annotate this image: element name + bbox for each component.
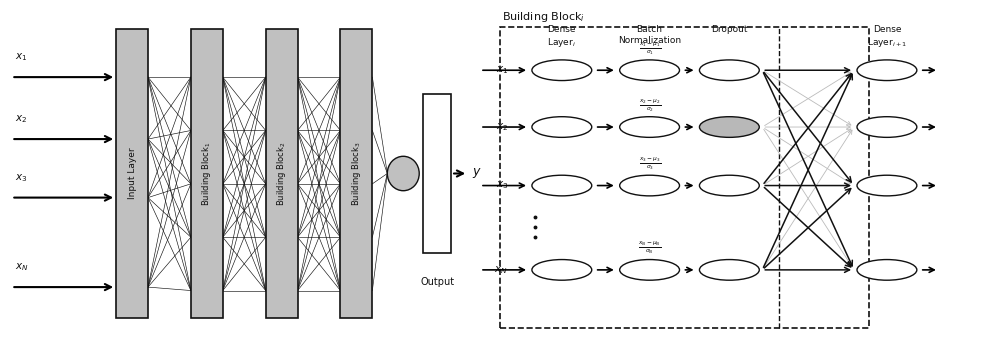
Ellipse shape [857,60,917,81]
Text: Dense
Layer$_i$: Dense Layer$_i$ [547,25,576,49]
Text: $x_1$: $x_1$ [496,64,508,76]
Text: Input Layer: Input Layer [128,148,137,199]
Text: Building Block$_2$: Building Block$_2$ [275,141,288,206]
Text: $x_N$: $x_N$ [15,262,29,273]
Text: Building Block$_i$: Building Block$_i$ [502,10,585,24]
Bar [500,27,869,328]
Text: Building Block$_1$: Building Block$_1$ [200,141,213,206]
Text: Output: Output [420,277,454,287]
Ellipse shape [620,175,680,196]
Text: $x_N$: $x_N$ [494,264,508,276]
Ellipse shape [699,260,759,280]
Text: Building Block$_3$: Building Block$_3$ [350,141,363,206]
Text: $x_3$: $x_3$ [15,172,28,184]
Text: $x_1$: $x_1$ [15,52,28,64]
Text: $\frac{x_1-\mu_1}{\sigma_1}$: $\frac{x_1-\mu_1}{\sigma_1}$ [639,41,661,57]
Ellipse shape [620,60,680,81]
Bar [340,29,372,318]
Ellipse shape [857,117,917,137]
Ellipse shape [857,260,917,280]
Text: $\frac{x_3-\mu_3}{\sigma_3}$: $\frac{x_3-\mu_3}{\sigma_3}$ [639,156,661,172]
Text: Dense
Layer$_{i+1}$: Dense Layer$_{i+1}$ [867,25,907,49]
Ellipse shape [699,117,759,137]
Ellipse shape [387,156,419,191]
Text: $x_2$: $x_2$ [15,113,28,125]
Text: $x_3$: $x_3$ [496,180,508,192]
Ellipse shape [699,60,759,81]
Ellipse shape [620,260,680,280]
Bar [423,94,451,253]
Ellipse shape [532,260,592,280]
Ellipse shape [620,117,680,137]
Text: $\frac{x_N-\mu_N}{\sigma_N}$: $\frac{x_N-\mu_N}{\sigma_N}$ [638,240,661,256]
Text: $\frac{x_2-\mu_2}{\sigma_2}$: $\frac{x_2-\mu_2}{\sigma_2}$ [639,98,661,113]
Text: $y$: $y$ [472,167,482,180]
Bar [191,29,223,318]
Ellipse shape [532,175,592,196]
Text: $x_2$: $x_2$ [496,121,508,133]
Ellipse shape [532,117,592,137]
Bar [116,29,148,318]
Bar [266,29,298,318]
Ellipse shape [857,175,917,196]
Text: Batch
Normalization: Batch Normalization [618,25,681,45]
Ellipse shape [532,60,592,81]
Ellipse shape [699,175,759,196]
Text: Dropout: Dropout [711,25,748,34]
